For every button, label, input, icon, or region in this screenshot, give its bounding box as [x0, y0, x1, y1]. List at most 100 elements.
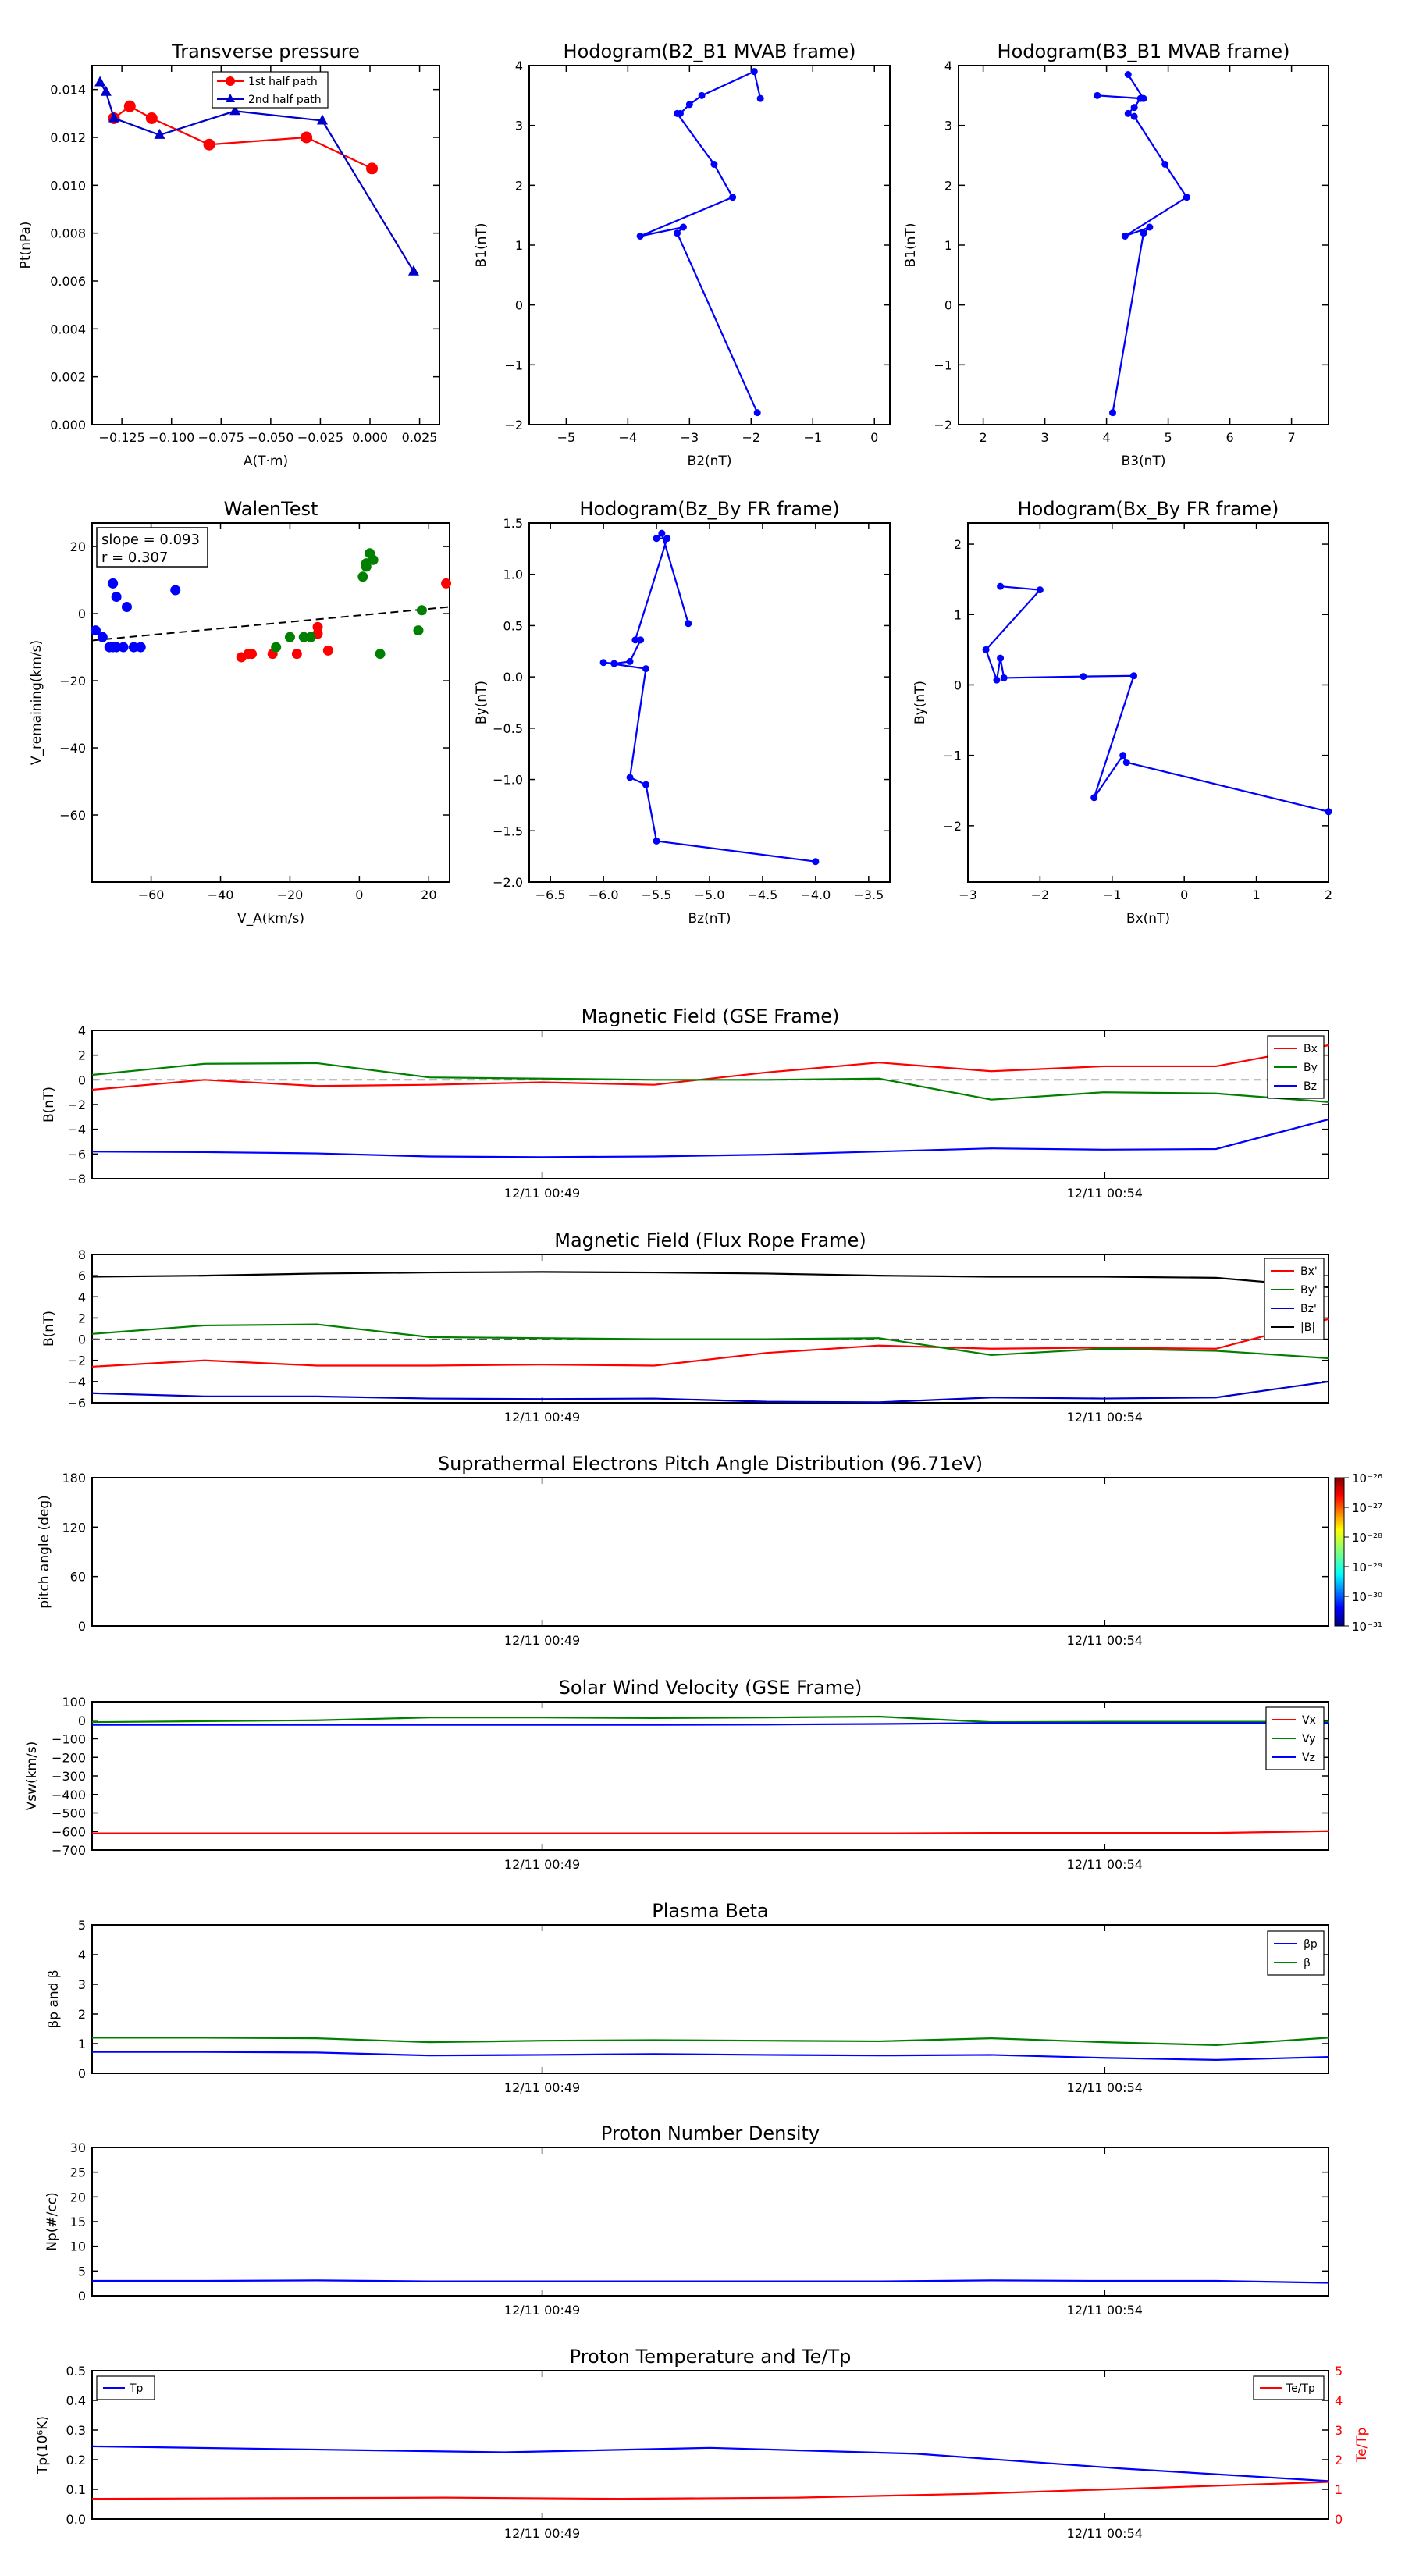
hodogram-point [753, 409, 761, 417]
r-annotation: r = 0.307 [101, 550, 168, 566]
right-axis-label: Te/Tp [1354, 2428, 1370, 2464]
legend: Vx Vy Vz [1265, 1706, 1325, 1770]
hodogram-point [653, 837, 660, 845]
plot-frame [528, 522, 891, 883]
x-tick-label: −1 [1103, 888, 1122, 902]
y-tick-label: −500 [52, 1806, 86, 1821]
hodogram-point [1090, 794, 1098, 802]
y-tick-label: −100 [52, 1732, 86, 1747]
y-tick-label: 4 [515, 59, 523, 73]
y-tick-label: 4 [78, 1948, 86, 1962]
y-tick-label: 1 [515, 238, 523, 253]
x-axis-label: Bx(nT) [1126, 911, 1170, 927]
hodogram-point [674, 229, 681, 237]
y-tick-label: 1.5 [503, 516, 523, 531]
y-tick-label: −20 [59, 674, 86, 688]
walen-point [441, 578, 452, 589]
y-tick-label: 3 [78, 1977, 86, 1992]
x-tick-label: 0 [355, 888, 363, 902]
x-tick-label: 6 [1226, 430, 1234, 445]
y-tick-label: 0 [78, 1619, 86, 1634]
legend: 1st half path 2nd half path [212, 71, 329, 109]
chart-title: Solar Wind Velocity (GSE Frame) [559, 1677, 863, 1699]
right-tick-label: 1 [1335, 2482, 1343, 2497]
y-tick-label: 0 [515, 298, 523, 313]
y-tick-label: 3 [944, 119, 952, 133]
x-tick-label: −0.050 [247, 430, 293, 445]
point-1st-half [203, 138, 215, 151]
hodogram-b3-b1: Hodogram(B3_B1 MVAB frame) 2 3 4 5 6 7 −2 −1 0 1 2 3… [903, 41, 1329, 469]
y-tick-label: 100 [62, 1695, 86, 1710]
x-tick-label: 1 [1253, 888, 1261, 902]
y-tick-label: 0.006 [50, 274, 86, 289]
series-|B| [91, 1271, 1329, 1289]
y-axis-label: V_remaining(km/s) [29, 640, 44, 765]
y-tick-label: 20 [70, 2190, 86, 2204]
series-Bx' [91, 1318, 1329, 1368]
chart-title: Plasma Beta [652, 1900, 768, 1922]
y-tick-label: 1 [954, 607, 962, 622]
right-tick-label: 5 [1335, 2364, 1343, 2379]
y-tick-label: 0 [78, 2066, 86, 2081]
x-tick-label: −40 [208, 888, 234, 902]
walen-point [121, 601, 132, 612]
y-tick-label: −2 [67, 1098, 86, 1112]
y-tick-label: 15 [70, 2215, 86, 2229]
y-tick-label: 0 [78, 1713, 86, 1728]
y-tick-label: −300 [52, 1769, 86, 1784]
right-tick-label: 0 [1335, 2512, 1343, 2527]
y-axis-label: Np(#/cc) [44, 2192, 60, 2250]
y-tick-label: 0.0 [503, 670, 523, 685]
time-tick-label: 12/11 00:49 [504, 1857, 580, 1872]
hodogram-line [1097, 73, 1188, 413]
x-tick-label: −6.5 [535, 888, 566, 902]
time-tick-label: 12/11 00:54 [1067, 2080, 1143, 2095]
plot-frame [91, 1030, 1329, 1179]
right-tick-label: 3 [1335, 2423, 1343, 2438]
x-axis-label: B2(nT) [688, 454, 732, 469]
point-1st-half [366, 162, 379, 175]
hodogram-point [993, 676, 1001, 684]
time-tick-label: 12/11 00:54 [1067, 1410, 1143, 1425]
series-Bz' [91, 1380, 1329, 1404]
y-tick-label: 0.5 [66, 2364, 86, 2379]
walen-point [247, 649, 258, 660]
y-tick-label: 2 [78, 2007, 86, 2022]
x-tick-label: 20 [421, 888, 436, 902]
x-tick-label: −4 [619, 430, 638, 445]
colorbar: 10⁻²⁶ 10⁻²⁷ 10⁻²⁸ 10⁻²⁹ 10⁻³⁰ 10⁻³¹ [1334, 1471, 1382, 1634]
y-tick-label: 0.3 [66, 2423, 86, 2438]
x-tick-label: 2 [1325, 888, 1332, 902]
y-tick-label: 4 [78, 1290, 86, 1304]
x-tick-label: −5.5 [642, 888, 672, 902]
y-tick-label: 0.012 [50, 130, 86, 145]
y-tick-label: 4 [78, 1023, 86, 1038]
y-tick-label: 0 [944, 298, 952, 313]
plot-frame [91, 1924, 1329, 2074]
x-tick-label: −3 [681, 430, 699, 445]
legend: Bx' By' Bz' |B| [1264, 1258, 1325, 1340]
x-tick-label: −3.5 [853, 888, 884, 902]
y-tick-label: 120 [62, 1520, 86, 1535]
y-tick-label: 8 [78, 1247, 86, 1262]
y-tick-label: 5 [78, 1918, 86, 1933]
walen-point [413, 625, 424, 636]
x-tick-label: −0.025 [297, 430, 343, 445]
y-tick-label: 0.2 [66, 2453, 86, 2467]
legend-label: Bz [1304, 1080, 1317, 1093]
legend-label: Tp [129, 2382, 144, 2395]
point-1st-half [145, 112, 158, 124]
hodogram-point [1130, 112, 1138, 120]
y-tick-label: 2 [78, 1048, 86, 1063]
y-tick-label: −1 [943, 749, 962, 763]
hodogram-point [1124, 71, 1132, 78]
hodogram-point [663, 535, 671, 543]
y-tick-label: 0.004 [50, 322, 86, 336]
y-axis-label: Tp(10⁶K) [35, 2416, 51, 2475]
colorbar-bar [1334, 1477, 1345, 1627]
walen-point [271, 642, 282, 653]
legend-left: Tp [96, 2375, 155, 2400]
x-tick-label: −20 [277, 888, 304, 902]
series-Vz [92, 1722, 1329, 1726]
